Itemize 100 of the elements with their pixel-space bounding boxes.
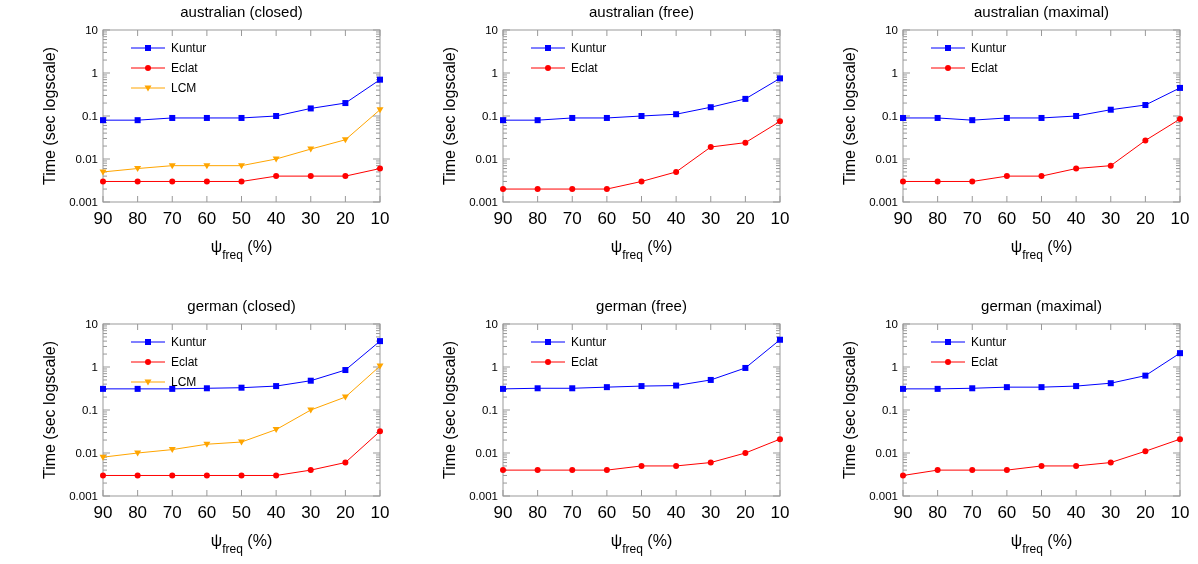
point [169, 385, 176, 392]
y-tick-label: 10 [485, 318, 498, 331]
x-tick-label: 30 [1101, 503, 1121, 522]
point [500, 385, 506, 392]
point [238, 472, 245, 479]
y-tick-label: 0.1 [882, 110, 898, 123]
point [134, 178, 141, 185]
point [238, 114, 245, 121]
point [707, 104, 714, 111]
point [1003, 173, 1010, 180]
x-tick-label: 10 [1170, 503, 1190, 522]
point [1107, 162, 1114, 169]
x-tick-label: 60 [597, 503, 617, 522]
point [969, 385, 976, 392]
point [203, 178, 210, 185]
y-tick-label: 10 [485, 24, 498, 37]
point [203, 163, 211, 170]
point [238, 178, 245, 185]
y-axis-title: Time (sec logscale) [841, 46, 858, 186]
point [934, 385, 941, 392]
point [900, 385, 906, 392]
point [169, 178, 176, 185]
point [569, 186, 576, 193]
y-axis-title: Time (sec logscale) [841, 340, 858, 480]
x-tick-label: 40 [666, 503, 686, 522]
chart-title: german (free) [596, 297, 687, 314]
point [273, 113, 280, 119]
point [168, 447, 176, 454]
point [1107, 459, 1114, 466]
point [134, 117, 141, 124]
legend-label: Eclat [971, 355, 999, 370]
x-tick-label: 70 [562, 209, 582, 228]
x-tick-label: 10 [370, 209, 390, 228]
y-tick-label: 0.1 [482, 110, 498, 123]
point [534, 385, 541, 392]
y-axis-title: Time (sec logscale) [441, 46, 458, 186]
x-tick-label: 80 [528, 209, 548, 228]
point [376, 107, 384, 114]
point [534, 117, 541, 124]
point [1107, 106, 1114, 113]
x-tick-label: 90 [93, 503, 113, 522]
y-tick-label: 0.1 [882, 404, 898, 417]
y-tick-label: 0.001 [69, 196, 98, 209]
x-tick-label: 80 [128, 503, 148, 522]
point [273, 383, 280, 390]
x-tick-label: 60 [997, 503, 1017, 522]
point [134, 472, 141, 479]
point [638, 383, 645, 390]
legend-label: Kuntur [571, 335, 607, 350]
x-tick-label: 20 [1135, 503, 1155, 522]
y-tick-label: 1 [891, 67, 898, 80]
legend-label: Eclat [571, 61, 599, 76]
y-tick-label: 1 [491, 361, 498, 374]
y-tick-label: 1 [491, 67, 498, 80]
point [1073, 113, 1080, 119]
legend-label: Eclat [171, 355, 199, 370]
point [273, 173, 280, 180]
y-tick-label: 10 [85, 24, 98, 37]
point [342, 100, 349, 107]
x-tick-label: 10 [370, 503, 390, 522]
x-axis-title: ψ$_{freq}$ (%) [610, 238, 673, 262]
x-tick-label: 60 [597, 209, 617, 228]
point [603, 467, 610, 474]
point [342, 459, 349, 466]
y-tick-label: 0.01 [875, 447, 898, 460]
y-tick-label: 0.01 [475, 153, 498, 166]
x-tick-label: 50 [232, 209, 251, 228]
x-tick-label: 20 [735, 209, 755, 228]
legend-label: Kuntur [971, 335, 1007, 350]
y-tick-label: 1 [91, 361, 98, 374]
point [238, 384, 245, 391]
point [638, 178, 645, 185]
point [707, 376, 714, 383]
point [934, 178, 941, 185]
x-tick-label: 20 [1135, 209, 1155, 228]
point [534, 186, 541, 193]
x-tick-label: 90 [493, 209, 513, 228]
point [638, 113, 645, 119]
point [1038, 114, 1045, 121]
point [707, 459, 714, 466]
y-axis-title: Time (sec logscale) [41, 46, 58, 186]
point [742, 95, 749, 102]
y-tick-label: 1 [891, 361, 898, 374]
y-tick-label: 0.001 [469, 196, 498, 209]
point [307, 173, 314, 180]
y-tick-label: 0.001 [869, 490, 898, 503]
x-axis-title: ψ$_{freq}$ (%) [1010, 238, 1073, 262]
legend-label: Eclat [971, 61, 999, 76]
chart-title: australian (maximal) [973, 3, 1110, 20]
y-tick-label: 0.01 [475, 447, 498, 460]
point [238, 163, 245, 170]
point [969, 178, 976, 185]
x-tick-label: 50 [1032, 503, 1051, 522]
point [969, 117, 976, 124]
point [1142, 372, 1149, 379]
x-tick-label: 30 [701, 503, 721, 522]
y-tick-label: 10 [885, 318, 898, 331]
x-tick-label: 60 [197, 503, 217, 522]
chart-title: german (closed) [187, 297, 296, 314]
point [134, 166, 142, 173]
